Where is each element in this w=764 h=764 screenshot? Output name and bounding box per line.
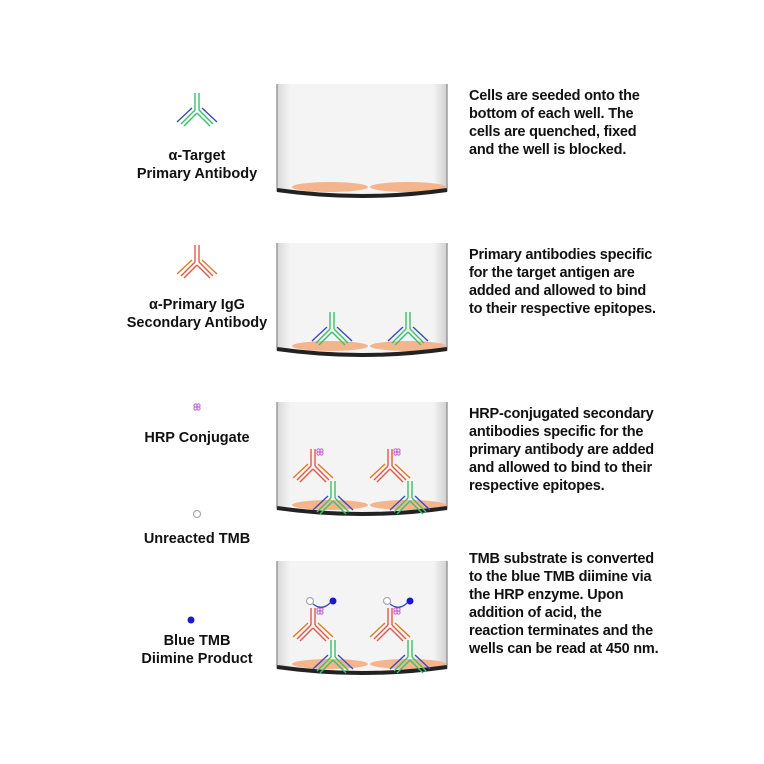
cell [292, 500, 368, 510]
secondary-antibody [292, 449, 334, 483]
well-3 [276, 402, 448, 516]
hrp-conjugate [393, 607, 401, 615]
cell [370, 341, 446, 351]
hrp-conjugate [316, 607, 324, 615]
primary-antibody-icon [176, 93, 218, 127]
secondary-antibody-icon [176, 245, 218, 279]
primary-antibody [312, 640, 354, 674]
well-wall [276, 243, 448, 355]
blue-tmb-icon [187, 616, 195, 624]
well-2 [276, 243, 448, 357]
well-wall [276, 561, 448, 673]
primary-antibody [389, 481, 431, 515]
cell [292, 659, 368, 669]
unreacted-tmb [305, 596, 315, 606]
secondary-antibody [369, 608, 411, 642]
legend-primary-label: α-Target Primary Antibody [136, 148, 258, 182]
well-4 [276, 561, 448, 675]
well-bottom [276, 665, 448, 675]
hrp-conjugate [316, 448, 324, 456]
hrp-conjugate [393, 448, 401, 456]
legend-tmb-label: Unreacted TMB [143, 531, 251, 547]
unreacted-tmb [382, 596, 392, 606]
well-bottom [276, 347, 448, 357]
blue-tmb-product [329, 597, 337, 605]
well-bottom [276, 188, 448, 198]
cell [370, 182, 446, 192]
primary-antibody [311, 312, 353, 346]
well-wall [276, 84, 448, 196]
well-1 [276, 84, 448, 198]
step-1-description: Cells are seeded onto the bottom of each… [469, 88, 640, 158]
hrp-icon [193, 403, 201, 411]
cell [292, 341, 368, 351]
primary-antibody [389, 640, 431, 674]
tmb-icon [192, 509, 202, 519]
step-2-description: Primary antibodies specific for the targ… [469, 247, 656, 317]
cell [292, 182, 368, 192]
step-3-description: HRP-conjugated secondary antibodies spec… [469, 406, 654, 494]
secondary-antibody [369, 449, 411, 483]
primary-antibody [387, 312, 429, 346]
secondary-antibody [292, 608, 334, 642]
legend-blue-tmb-label: Blue TMB Diimine Product [141, 633, 253, 667]
well-wall [276, 402, 448, 514]
reaction-arrow [389, 602, 408, 608]
well-bottom [276, 506, 448, 516]
legend-hrp-label: HRP Conjugate [144, 430, 250, 446]
blue-tmb-product [406, 597, 414, 605]
legend-secondary-label: α-Primary IgG Secondary Antibody [126, 297, 268, 331]
step-4-description: TMB substrate is converted to the blue T… [469, 551, 659, 657]
reaction-arrow [312, 602, 331, 608]
primary-antibody [312, 481, 354, 515]
